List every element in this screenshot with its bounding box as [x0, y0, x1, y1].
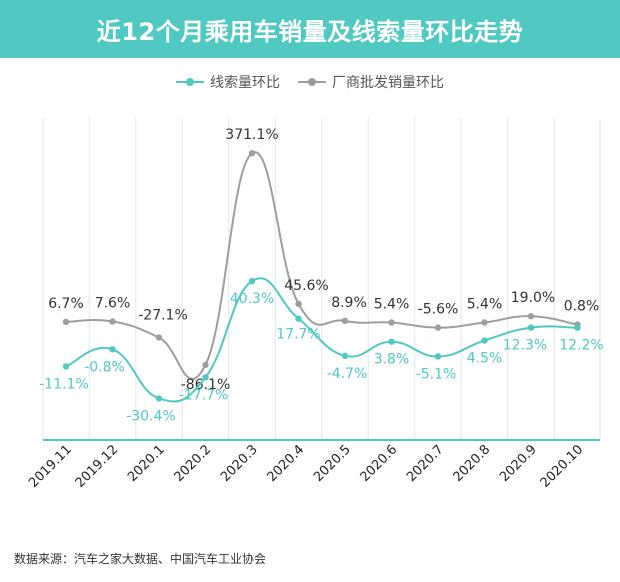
data-point [341, 352, 349, 360]
data-label: -0.8% [84, 359, 125, 375]
x-tick-label: 2020.3 [218, 442, 261, 485]
data-point [295, 300, 302, 308]
x-tick-label: 2020.10 [538, 442, 587, 491]
data-label: 12.3% [503, 338, 547, 354]
x-tick-label: 2020.8 [451, 442, 494, 485]
data-point [388, 319, 395, 326]
data-label: -5.6% [418, 302, 459, 318]
legend-item-leads: 线索量环比 [176, 72, 280, 92]
data-point [62, 318, 70, 326]
data-point [202, 374, 209, 381]
x-tick-label: 2020.2 [172, 442, 215, 485]
data-point [481, 319, 488, 326]
legend-swatch-leads [176, 76, 204, 88]
data-label: 4.5% [467, 351, 503, 367]
data-point [434, 324, 442, 331]
data-point [388, 338, 395, 345]
data-label: 0.8% [564, 299, 600, 315]
series-leads: -11.1%-0.8% -30.4%-17.7% 40.3% 17.7% -4.7% 3.… [39, 277, 604, 424]
data-label: 8.9% [331, 295, 367, 311]
legend: 线索量环比 厂商批发销量环比 [0, 70, 620, 94]
data-point [481, 337, 488, 344]
data-label: 40.3% [230, 291, 274, 307]
x-tick-label: 2020.1 [125, 442, 168, 485]
data-point [574, 324, 581, 331]
data-label: -30.4% [126, 408, 176, 424]
x-tick-label: 2019.11 [26, 442, 75, 491]
data-point [109, 346, 116, 353]
legend-item-wholesale: 厂商批发销量环比 [298, 72, 444, 92]
data-label: 17.7% [276, 327, 320, 343]
data-label: 12.2% [559, 338, 603, 354]
data-label: 5.4% [467, 296, 503, 312]
data-point [295, 315, 302, 322]
x-tick-label: 2019.12 [73, 442, 122, 491]
data-label: 371.1% [225, 127, 278, 143]
legend-label-wholesale: 厂商批发销量环比 [332, 75, 444, 91]
data-label: 19.0% [511, 290, 555, 306]
data-label: 45.6% [284, 278, 328, 294]
data-label: 3.8% [374, 352, 410, 368]
legend-label-leads: 线索量环比 [210, 75, 280, 91]
x-tick-label: 2020.9 [497, 442, 540, 485]
data-label: -4.7% [327, 366, 368, 382]
chart-title: 近12个月乘用车销量及线索量环比走势 [96, 17, 524, 46]
data-source: 数据来源：汽车之家大数据、中国汽车工业协会 [14, 552, 267, 566]
data-point [527, 324, 535, 331]
legend-swatch-wholesale [298, 76, 326, 88]
data-point [109, 318, 116, 325]
data-label: -27.1% [138, 308, 188, 324]
data-point [155, 395, 163, 402]
data-label: -5.1% [416, 366, 457, 382]
series-wholesale: 6.7% 7.6%-27.1%-86.1%371.1%45.6%8.9% 5.4% -… [48, 127, 599, 393]
data-label: 5.4% [374, 296, 410, 312]
data-label: -11.1% [39, 376, 89, 392]
data-label: 6.7% [48, 296, 84, 312]
title-banner: 近12个月乘用车销量及线索量环比走势 [0, 0, 620, 58]
data-point [155, 334, 163, 341]
gridlines [42, 118, 601, 440]
data-point [248, 149, 256, 157]
data-point [202, 361, 209, 369]
data-point [62, 363, 70, 370]
data-label: -86.1% [181, 377, 231, 393]
data-point [248, 277, 256, 285]
data-point [434, 353, 442, 360]
line-chart: 6.7% 7.6%-27.1%-86.1%371.1%45.6%8.9% 5.4% -… [26, 118, 604, 491]
data-point [527, 313, 535, 320]
wholesale-line [65, 151, 578, 381]
x-tick-label: 2020.6 [358, 442, 401, 485]
data-label: -17.7% [179, 387, 229, 403]
x-tick-label: 2020.4 [265, 442, 308, 485]
x-tick-label: 2020.5 [311, 442, 354, 485]
data-label: 7.6% [95, 295, 131, 311]
x-tick-label: 2020.7 [404, 442, 447, 485]
data-point [341, 317, 349, 325]
